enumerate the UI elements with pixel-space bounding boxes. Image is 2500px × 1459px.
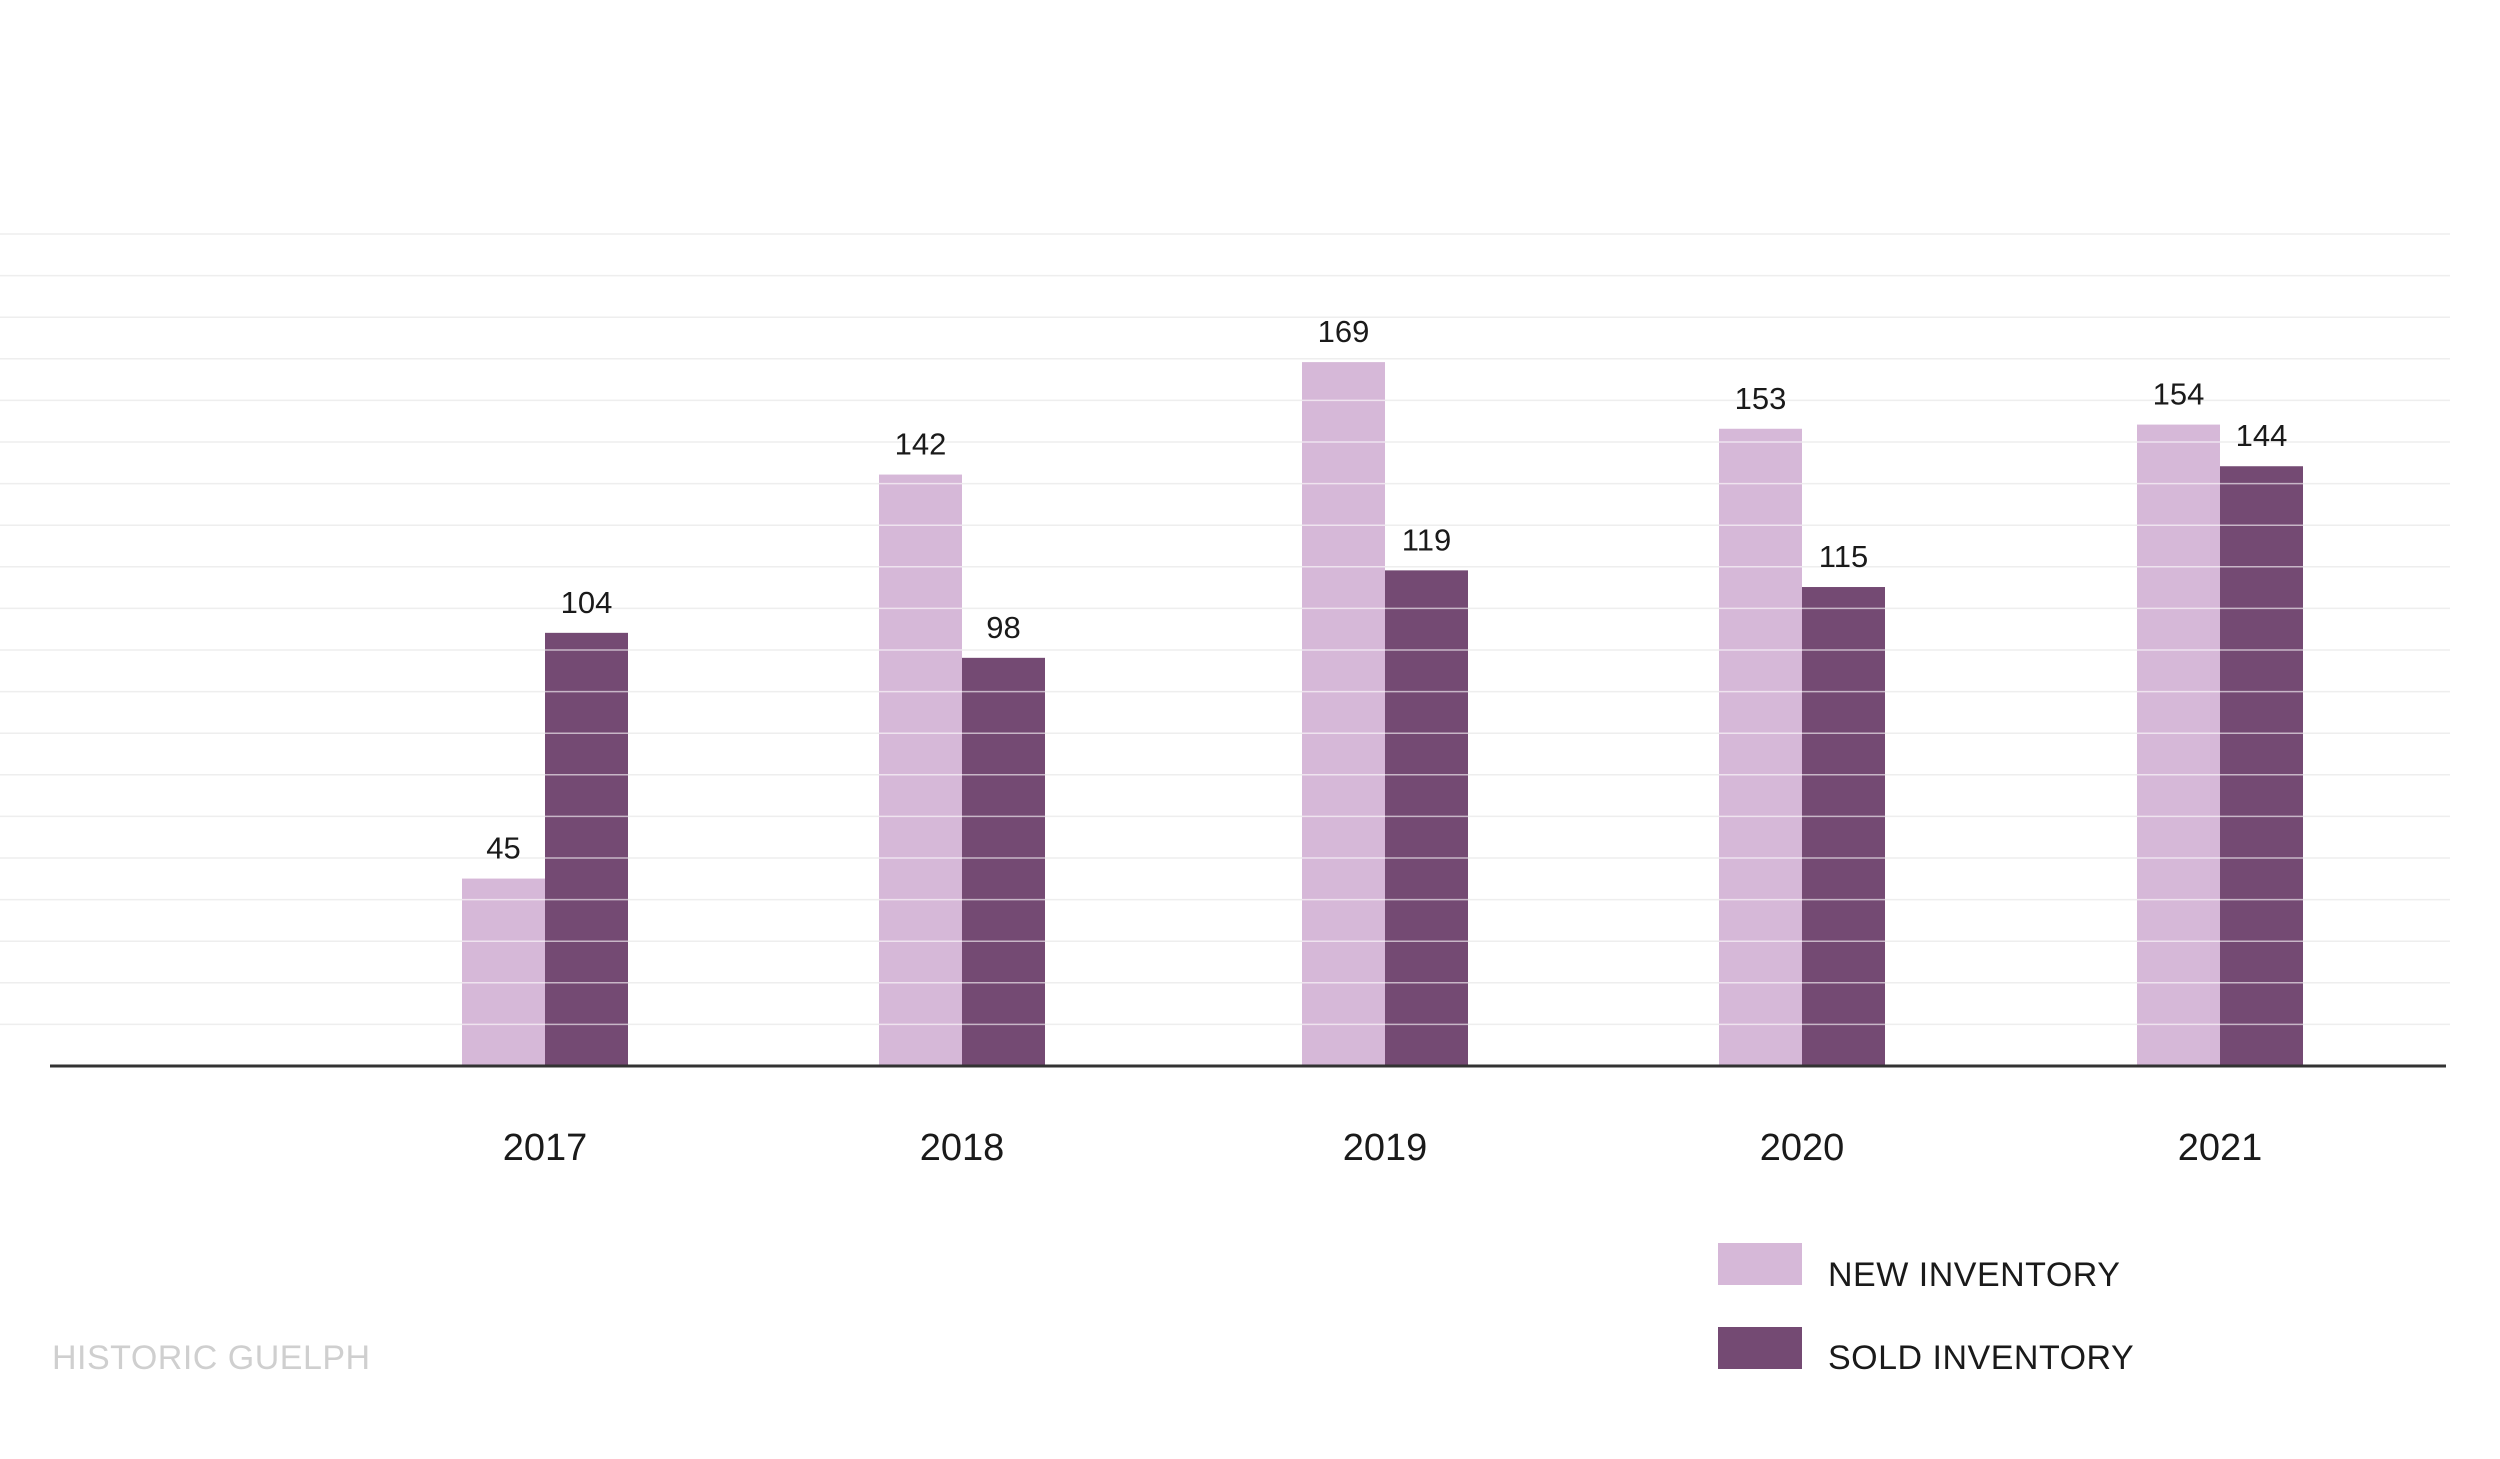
bar-sold-inventory-2020: [1802, 587, 1885, 1066]
bar-new-inventory-2020: [1719, 428, 1802, 1066]
legend-swatch-new-inventory: [1718, 1243, 1802, 1285]
watermark-text: HISTORIC GUELPH: [52, 1339, 371, 1377]
value-label-new-inventory-2021: 154: [2153, 377, 2205, 412]
legend-label-sold-inventory: SOLD INVENTORY: [1828, 1339, 2134, 1377]
bars: [462, 362, 2303, 1067]
x-tick-2020: 2020: [1760, 1127, 1845, 1169]
x-tick-2019: 2019: [1343, 1127, 1428, 1169]
bar-sold-inventory-2018: [962, 657, 1045, 1066]
bar-new-inventory-2021: [2137, 424, 2220, 1067]
bar-grid-overlay: [462, 399, 2303, 1026]
bar-new-inventory-2019: [1302, 362, 1385, 1066]
legend-label-new-inventory: NEW INVENTORY: [1828, 1256, 2120, 1294]
value-label-sold-inventory-2021: 144: [2236, 418, 2288, 453]
x-tick-2021: 2021: [2178, 1127, 2263, 1169]
value-label-sold-inventory-2019: 119: [1402, 522, 1451, 557]
value-label-new-inventory-2017: 45: [486, 831, 520, 866]
value-label-new-inventory-2020: 153: [1735, 381, 1787, 416]
value-label-new-inventory-2019: 169: [1318, 314, 1370, 349]
legend-swatch-sold-inventory: [1718, 1327, 1802, 1369]
value-label-new-inventory-2018: 142: [895, 427, 947, 462]
bar-new-inventory-2017: [462, 878, 545, 1066]
value-label-sold-inventory-2018: 98: [986, 610, 1020, 645]
legend: NEW INVENTORY SOLD INVENTORY: [1718, 1243, 2134, 1377]
x-tick-2017: 2017: [503, 1127, 588, 1169]
value-label-sold-inventory-2017: 104: [561, 585, 613, 620]
x-tick-2018: 2018: [920, 1127, 1005, 1169]
value-labels: 45 104 142 98 169 119 153 115 154 144: [486, 314, 2287, 865]
bar-sold-inventory-2019: [1385, 570, 1468, 1066]
bar-sold-inventory-2017: [545, 632, 628, 1066]
value-label-sold-inventory-2020: 115: [1819, 539, 1868, 574]
grid-lines: [0, 233, 2450, 1026]
bar-new-inventory-2018: [879, 474, 962, 1066]
x-tick-labels: 2017 2018 2019 2020 2021: [503, 1127, 2263, 1169]
bar-sold-inventory-2021: [2220, 466, 2303, 1066]
